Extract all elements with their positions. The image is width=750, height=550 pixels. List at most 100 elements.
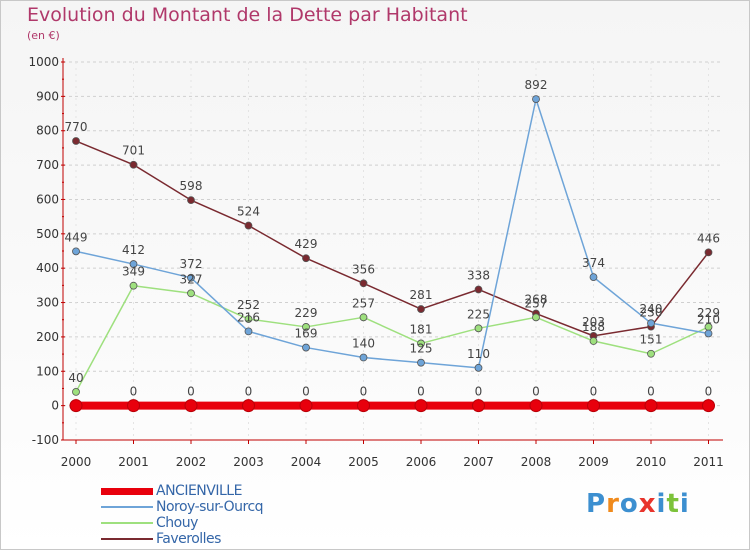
data-point-ancienville: [472, 399, 485, 413]
data-label-chouy: 229: [697, 306, 720, 320]
data-label-faverolles: 356: [352, 262, 375, 276]
y-tick-label: -100: [32, 433, 59, 447]
data-point-faverolles: [244, 221, 253, 230]
data-label-ancienville: 0: [647, 385, 655, 399]
data-label-chouy: 349: [122, 265, 145, 279]
data-label-chouy: 181: [410, 322, 433, 336]
legend-swatch: [101, 538, 153, 540]
logo-letter: t: [666, 489, 680, 519]
data-point-noroy-sur-ourcq: [129, 260, 138, 268]
data-point-noroy-sur-ourcq: [417, 358, 425, 367]
gridlines: [63, 61, 723, 441]
data-point-ancienville: [644, 399, 658, 413]
data-label-faverolles: 268: [525, 293, 548, 307]
data-point-ancienville: [242, 399, 255, 413]
data-label-faverolles: 338: [467, 268, 490, 282]
legend-label: Noroy-sur-Ourcq: [156, 499, 264, 515]
data-label-noroy-sur-ourcq: 140: [352, 337, 375, 351]
data-point-faverolles: [359, 279, 368, 288]
data-label-noroy-sur-ourcq: 210: [697, 312, 720, 326]
data-label-chouy: 252: [237, 298, 260, 312]
data-point-ancienville: [184, 399, 198, 413]
data-label-ancienville: 0: [590, 385, 598, 399]
data-point-faverolles: [129, 160, 138, 169]
data-point-faverolles: [704, 248, 713, 257]
data-point-faverolles: [187, 196, 195, 205]
data-label-ancienville: 0: [417, 385, 425, 399]
data-point-noroy-sur-ourcq: [244, 327, 253, 336]
logo-letter: x: [638, 489, 657, 519]
data-label-noroy-sur-ourcq: 892: [525, 78, 548, 92]
data-label-chouy: 229: [295, 306, 318, 320]
legend-swatch: [101, 522, 153, 524]
y-tick-label: 1000: [28, 55, 59, 69]
legend-swatch: [101, 506, 153, 508]
data-label-noroy-sur-ourcq: 110: [467, 347, 490, 361]
series-line-faverolles: [75, 140, 710, 337]
data-label-chouy: 40: [68, 371, 83, 385]
data-point-ancienville: [299, 399, 313, 413]
y-tick-label: 800: [36, 124, 59, 138]
x-tick-label: 2001: [118, 455, 149, 469]
data-point-faverolles: [417, 305, 425, 313]
data-point-chouy: [532, 313, 540, 322]
legend-label: Faverolles: [156, 531, 221, 547]
data-label-faverolles: 446: [697, 231, 720, 245]
data-point-chouy: [589, 337, 598, 345]
data-label-noroy-sur-ourcq: 169: [295, 327, 318, 341]
data-label-noroy-sur-ourcq: 125: [410, 342, 433, 356]
data-label-noroy-sur-ourcq: 372: [180, 257, 203, 271]
logo-letter: r: [606, 489, 620, 519]
data-label-ancienville: 0: [705, 385, 713, 399]
data-label-faverolles: 203: [582, 315, 605, 329]
y-tick-label: 600: [36, 192, 59, 206]
data-point-noroy-sur-ourcq: [72, 247, 80, 256]
data-label-faverolles: 701: [122, 144, 145, 158]
data-label-ancienville: 0: [302, 385, 310, 399]
data-label-faverolles: 429: [295, 237, 318, 251]
x-tick-label: 2006: [406, 455, 437, 469]
data-point-chouy: [417, 339, 425, 348]
data-point-ancienville: [69, 399, 83, 413]
data-label-faverolles: 281: [410, 288, 433, 302]
data-point-noroy-sur-ourcq: [647, 319, 655, 328]
data-label-noroy-sur-ourcq: 412: [122, 243, 145, 257]
y-tick-label: 100: [36, 364, 59, 378]
data-label-faverolles: 230: [640, 306, 663, 320]
data-label-ancienville: 0: [245, 385, 253, 399]
data-label-faverolles: 598: [180, 179, 203, 193]
data-label-ancienville: 0: [187, 385, 195, 399]
axes: 10009008007006005004003002001000-1002000…: [28, 55, 723, 469]
data-point-chouy: [187, 289, 195, 298]
y-tick-label: 500: [36, 227, 59, 241]
data-point-chouy: [72, 387, 80, 396]
data-label-noroy-sur-ourcq: 449: [65, 230, 88, 244]
x-tick-label: 2002: [176, 455, 207, 469]
data-label-noroy-sur-ourcq: 374: [582, 256, 605, 270]
data-point-faverolles: [72, 137, 80, 145]
data-point-noroy-sur-ourcq: [474, 363, 483, 372]
data-point-chouy: [302, 323, 310, 331]
chart-title: Evolution du Montant de la Dette par Hab…: [27, 4, 468, 26]
data-label-ancienville: 0: [360, 385, 368, 399]
logo-letter: i: [656, 489, 667, 519]
proxiti-logo: Proxiti: [586, 489, 690, 519]
legend-label: Chouy: [156, 515, 198, 531]
data-label-ancienville: 0: [532, 385, 540, 399]
data-point-noroy-sur-ourcq: [704, 329, 713, 338]
y-tick-label: 400: [36, 261, 59, 275]
data-label-ancienville: 0: [475, 385, 483, 399]
data-point-ancienville: [127, 399, 140, 413]
data-point-chouy: [129, 281, 138, 290]
data-labels: 0 0 0 0 0 0 0 0 0 0 0 449 412 372 216 169 140 125 110 892 37…: [65, 78, 720, 399]
x-tick-label: 2005: [348, 455, 379, 469]
data-point-chouy: [647, 349, 655, 358]
data-point-ancienville: [357, 399, 370, 413]
chart-subtitle: (en €): [27, 29, 60, 42]
x-tick-label: 2004: [291, 455, 322, 469]
x-tick-label: 2008: [521, 455, 552, 469]
y-tick-label: 300: [36, 296, 59, 310]
data-point-noroy-sur-ourcq: [359, 353, 368, 362]
data-point-ancienville: [529, 399, 543, 413]
